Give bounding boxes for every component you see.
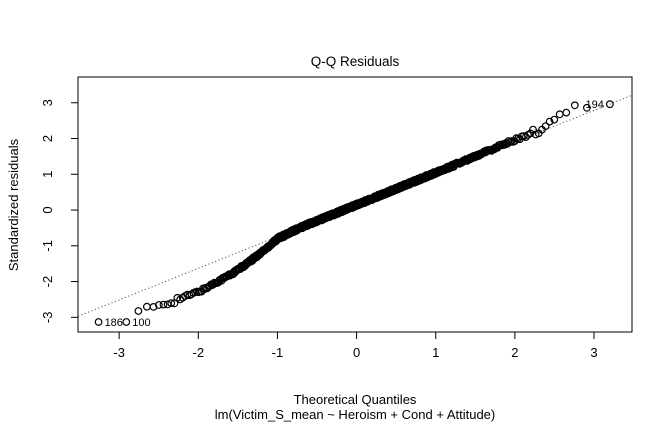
data-point — [134, 307, 143, 315]
data-point — [583, 103, 591, 112]
outlier-label: 194 — [585, 99, 603, 111]
x-tick-label: 2 — [511, 345, 518, 360]
y-tick-label: 3 — [40, 99, 55, 106]
data-point — [142, 302, 151, 311]
y-tick-label: 0 — [40, 206, 55, 213]
y-tick-label: -3 — [40, 312, 55, 324]
y-tick-label: 2 — [40, 135, 55, 142]
data-point — [562, 108, 571, 117]
x-tick-label: -2 — [193, 345, 205, 360]
x-tick-label: -1 — [272, 345, 284, 360]
chart-title: Q-Q Residuals — [311, 54, 400, 69]
outlier-label: 100 — [132, 317, 150, 329]
y-tick-label: 1 — [40, 171, 55, 178]
outlier-point — [605, 100, 614, 109]
data-point — [545, 117, 554, 126]
x-axis-label: Theoretical Quantiles — [294, 392, 417, 407]
data-point — [555, 110, 564, 119]
y-tick-label: -1 — [40, 240, 55, 252]
x-tick-label: -3 — [113, 345, 125, 360]
data-point — [570, 101, 579, 110]
y-tick-label: -2 — [40, 276, 55, 288]
y-axis-label: Standardized residuals — [6, 138, 21, 271]
data-point — [154, 301, 163, 309]
model-formula-caption: lm(Victim_S_mean ~ Heroism + Cond + Atti… — [215, 407, 495, 422]
outlier-point — [122, 318, 131, 326]
plot-box — [77, 76, 633, 333]
data-point — [506, 138, 515, 146]
x-tick-label: 1 — [432, 345, 439, 360]
outlier-point — [94, 318, 103, 326]
plot-area: -3 -2 -1 0 1 2 3 -3 -2 -1 0 1 2 3 186 100 194 — [40, 76, 633, 360]
outlier-label: 186 — [105, 317, 123, 329]
data-point — [149, 303, 158, 311]
data-point — [521, 133, 530, 142]
data-point — [159, 300, 168, 309]
data-point — [541, 122, 550, 130]
data-point — [550, 115, 559, 124]
x-tick-label: 3 — [590, 345, 597, 360]
x-tick-label: 0 — [353, 345, 360, 360]
data-point — [167, 299, 176, 308]
